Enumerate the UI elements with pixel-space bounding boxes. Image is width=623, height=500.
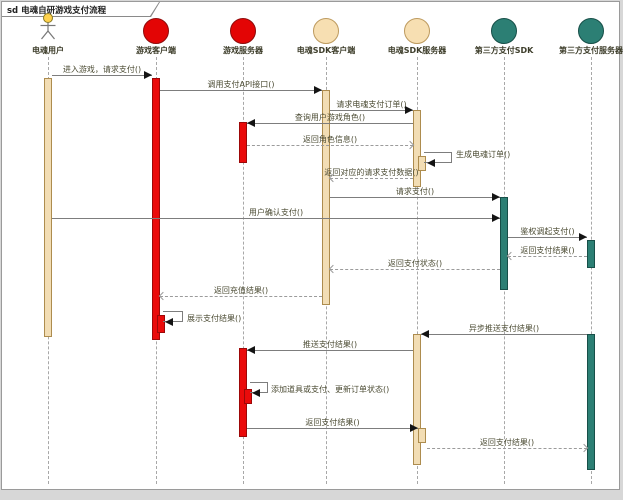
activation-sdk-server-nested-2 <box>418 428 426 443</box>
participant-icon-thirdparty-sdk <box>491 18 517 44</box>
arrowhead-icon <box>405 106 413 114</box>
activation-thirdparty-sdk <box>500 197 508 290</box>
participant-icon-sdk-server <box>404 18 430 44</box>
selfcall-add-item-label: 添加道具或支付、更新订单状态() <box>271 385 390 394</box>
lifeline-sdk-server <box>417 57 418 484</box>
participant-label-user: 电魂用户 <box>32 46 64 55</box>
activation-thirdparty-server-1 <box>587 240 595 268</box>
arrowhead-icon <box>247 119 255 127</box>
activation-game-server-nested <box>244 389 252 404</box>
diagram-title-tab: sd 电魂自研游戏支付流程 <box>2 2 160 17</box>
arrowhead-icon <box>314 86 322 94</box>
arrowhead-icon <box>421 330 429 338</box>
diagram-frame <box>1 1 620 490</box>
activation-sdk-client <box>322 90 330 305</box>
arrowhead-icon <box>247 346 255 354</box>
participant-icon-sdk-client <box>313 18 339 44</box>
participant-icon-thirdparty-server <box>578 18 604 44</box>
selfcall-generate-order-loop <box>424 152 452 163</box>
activation-game-client <box>152 78 160 340</box>
arrowhead-icon <box>252 389 260 397</box>
activation-sdk-server-nested-1 <box>418 156 426 171</box>
activation-game-client-nested <box>157 315 165 333</box>
activation-user <box>44 78 52 337</box>
participant-icon-game-server <box>230 18 256 44</box>
lifeline-game-server <box>243 57 244 484</box>
selfcall-show-result-loop <box>163 311 183 322</box>
arrowhead-icon <box>410 424 418 432</box>
arrowhead-icon <box>144 71 152 79</box>
activation-sdk-server-2 <box>413 334 421 465</box>
activation-sdk-server-1 <box>413 110 421 187</box>
arrowhead-icon <box>427 159 435 167</box>
participant-label-game-client: 游戏客户端 <box>136 46 176 55</box>
participant-label-thirdparty-sdk: 第三方支付SDK <box>474 46 534 55</box>
actor-icon <box>40 13 56 40</box>
selfcall-show-result-label: 展示支付结果() <box>187 314 242 323</box>
participant-label-sdk-client: 电魂SDK客户端 <box>296 46 356 55</box>
diagram-title: sd 电魂自研游戏支付流程 <box>2 2 159 16</box>
lifeline-thirdparty-server <box>591 57 592 484</box>
selfcall-generate-order-label: 生成电魂订单() <box>456 150 511 159</box>
activation-thirdparty-server-2 <box>587 334 595 470</box>
arrowhead-icon <box>492 214 500 222</box>
participant-label-thirdparty-server: 第三方支付服务器 <box>559 46 623 55</box>
activation-game-server-1 <box>239 122 247 163</box>
participant-label-game-server: 游戏服务器 <box>223 46 263 55</box>
participant-icon-game-client <box>143 18 169 44</box>
participant-label-sdk-server: 电魂SDK服务器 <box>387 46 447 55</box>
arrowhead-icon <box>165 318 173 326</box>
arrowhead-icon <box>579 233 587 241</box>
arrowhead-icon <box>492 193 500 201</box>
